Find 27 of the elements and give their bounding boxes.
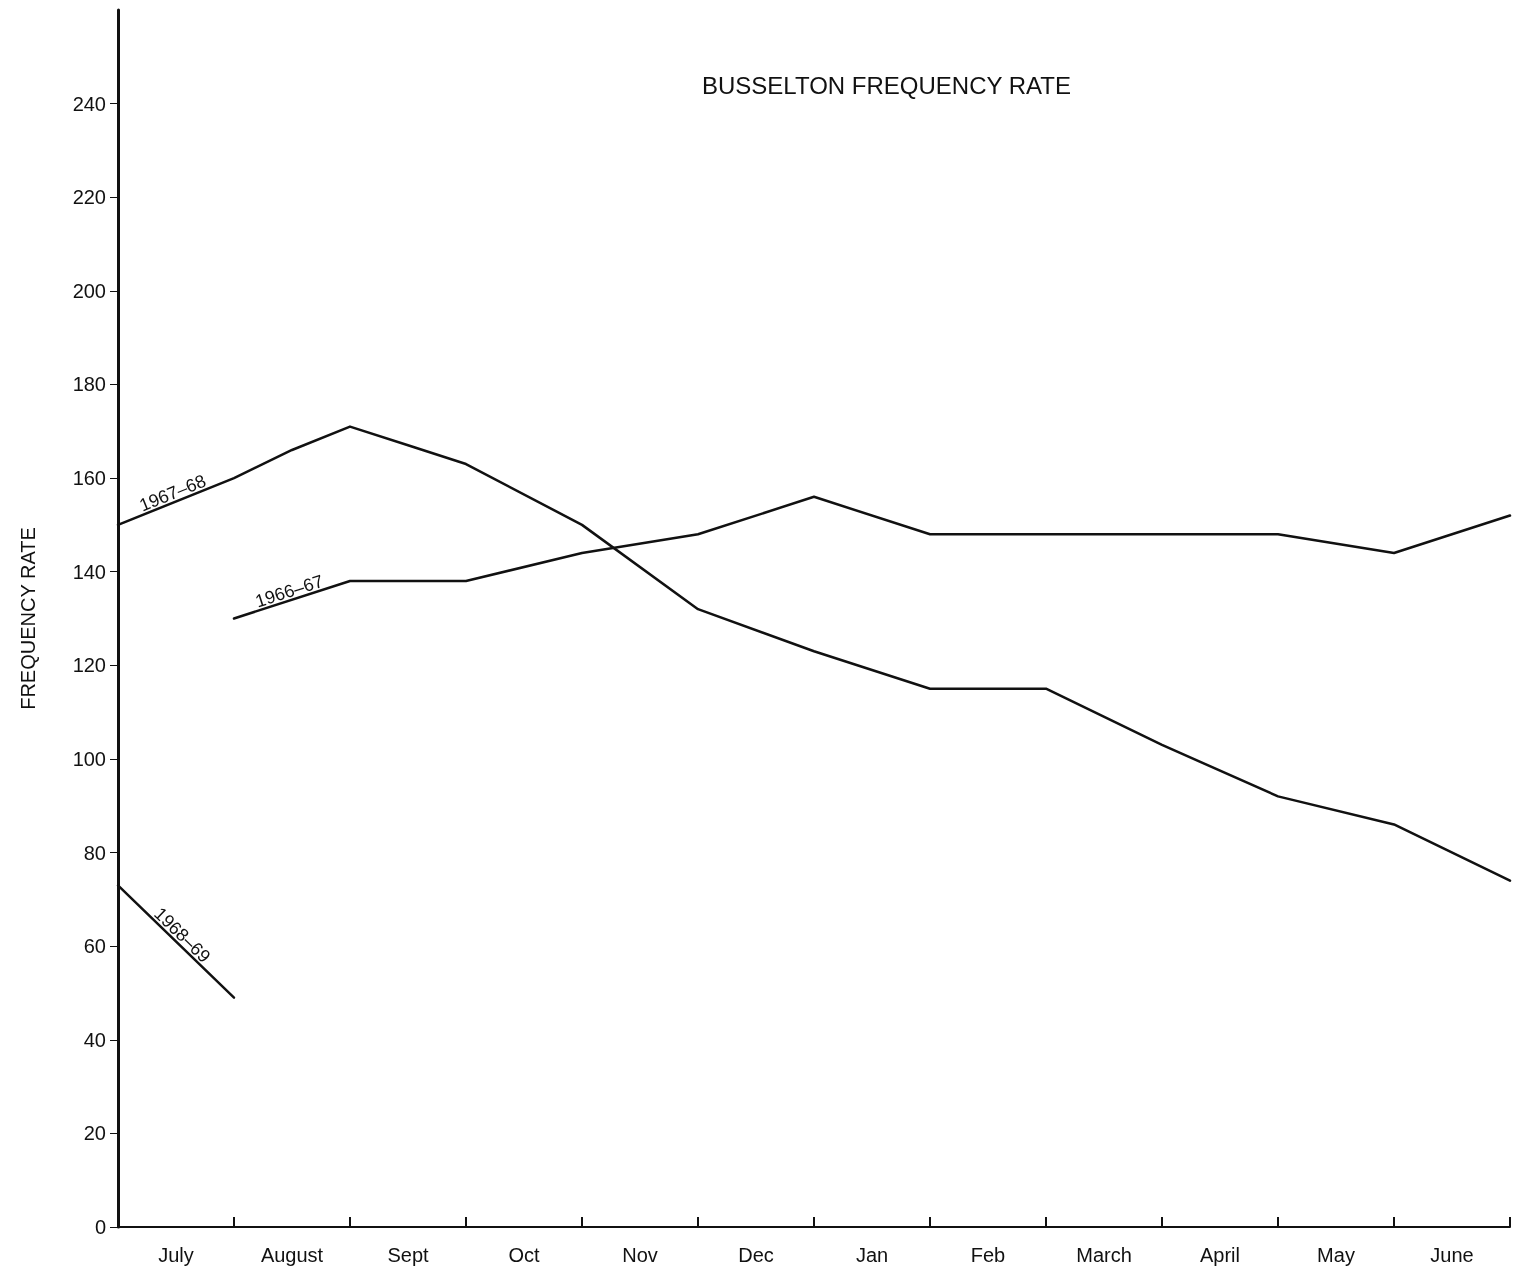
x-tick-label: Oct	[508, 1244, 540, 1266]
x-tick-label: Jan	[855, 1244, 889, 1266]
y-tick-label: 180	[72, 373, 106, 396]
y-tick-label: 80	[83, 841, 106, 864]
y-tick-label: 120	[72, 654, 106, 677]
y-tick-label: 60	[83, 935, 106, 958]
y-tick-label: 240	[72, 92, 106, 115]
x-tick-label: Sept	[387, 1244, 430, 1266]
y-tick-label: 100	[72, 747, 106, 770]
x-tick-label: Dec	[738, 1244, 774, 1266]
y-tick-label: 220	[72, 186, 106, 209]
y-axis-title: FREQUENCY RATE	[17, 527, 39, 710]
y-tick-label: 0	[94, 1216, 106, 1238]
text: BUSSELTON FREQUENCY RATE	[702, 71, 1071, 99]
y-tick-label: 200	[72, 279, 106, 302]
x-tick-label: March	[1076, 1244, 1132, 1266]
y-tick-label: 40	[83, 1028, 106, 1051]
x-tick-label: April	[1199, 1244, 1241, 1266]
x-tick-label: June	[1430, 1244, 1474, 1266]
x-tick-label: Feb	[970, 1244, 1006, 1266]
x-tick-label: August	[260, 1244, 324, 1266]
x-tick-label: May	[1317, 1244, 1355, 1266]
y-tick-label: 140	[72, 560, 106, 583]
x-tick-label: Nov	[622, 1244, 658, 1266]
y-tick-label: 20	[83, 1122, 106, 1145]
y-tick-label: 160	[72, 467, 106, 490]
x-tick-label: July	[158, 1244, 194, 1266]
